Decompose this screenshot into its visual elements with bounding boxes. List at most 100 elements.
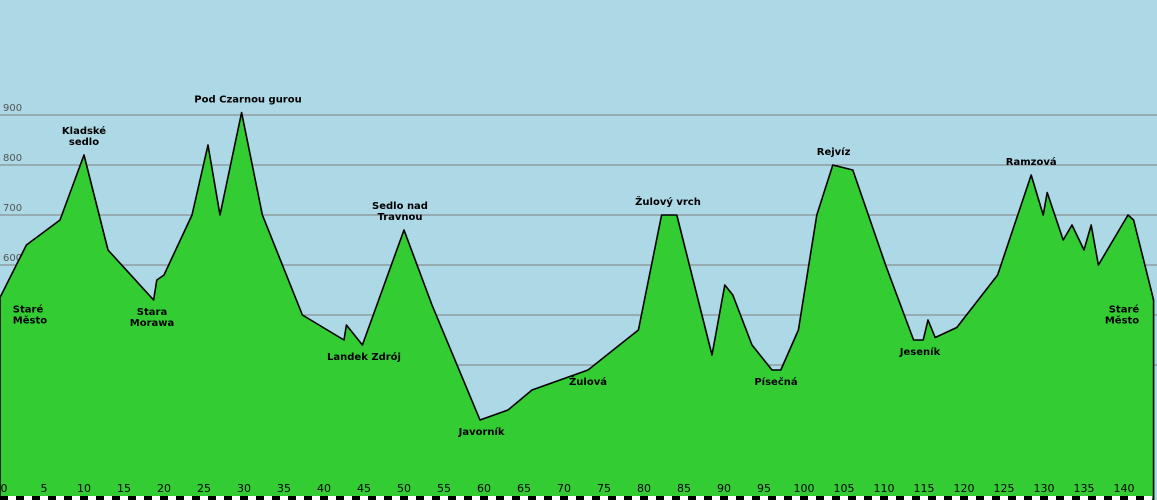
x-tick-label: 85 [677,482,691,495]
axis-ruler-segment [96,496,104,500]
place-label-line: Rejvíz [817,146,851,158]
axis-ruler-segment [576,496,584,500]
axis-ruler-segment [72,496,80,500]
axis-ruler-segment [832,496,840,500]
axis-ruler-segment [320,496,328,500]
axis-ruler-segment [352,496,360,500]
axis-ruler-segment [488,496,496,500]
axis-ruler-segment [224,496,232,500]
axis-ruler-segment [1064,496,1072,500]
axis-ruler-segment [856,496,864,500]
axis-ruler-segment [1048,496,1056,500]
place-label: Žulová [569,375,607,388]
axis-ruler-segment [792,496,800,500]
axis-ruler-segment [848,496,856,500]
x-tick-label: 15 [117,482,131,495]
axis-ruler-segment [128,496,136,500]
axis-ruler-segment [1120,496,1128,500]
x-tick-label: 0 [1,482,8,495]
place-label: Rejvíz [817,146,851,158]
axis-ruler-segment [1136,496,1144,500]
axis-ruler-segment [1008,496,1016,500]
axis-ruler-segment [952,496,960,500]
axis-ruler-segment [64,496,72,500]
place-label-line: Morawa [130,318,175,329]
axis-ruler-segment [664,496,672,500]
axis-ruler-segment [928,496,936,500]
place-label-line: Pod Czarnou gurou [194,95,301,106]
axis-ruler-segment [144,496,152,500]
axis-ruler-segment [808,496,816,500]
place-label: Žulový vrch [635,195,701,208]
axis-ruler-segment [328,496,336,500]
axis-ruler-segment [624,496,632,500]
axis-ruler-segment [504,496,512,500]
x-tick-label: 30 [237,482,251,495]
x-tick-label: 115 [914,482,935,495]
axis-ruler-segment [1072,496,1080,500]
axis-ruler-segment [304,496,312,500]
axis-ruler-segment [416,496,424,500]
axis-ruler-segment [672,496,680,500]
place-label: Kladské sedlo [62,125,106,148]
axis-ruler-segment [496,496,504,500]
x-tick-label: 105 [834,482,855,495]
axis-ruler-segment [456,496,464,500]
axis-ruler-segment [888,496,896,500]
axis-ruler-segment [408,496,416,500]
axis-ruler-segment [968,496,976,500]
x-tick-label: 120 [954,482,975,495]
axis-ruler-segment [824,496,832,500]
axis-ruler-segment [1032,496,1040,500]
axis-ruler-segment [784,496,792,500]
x-tick-label: 65 [517,482,531,495]
y-tick-label: 800 [3,153,22,164]
axis-ruler-segment [1128,496,1136,500]
x-tick-label: 80 [637,482,651,495]
place-label: Jeseník [899,346,941,358]
axis-ruler-segment [680,496,688,500]
axis-ruler-segment [272,496,280,500]
place-label-line: Ramzová [1006,156,1057,168]
axis-ruler-segment [160,496,168,500]
axis-ruler-segment [440,496,448,500]
place-label-line: Javorník [458,426,505,438]
axis-ruler-segment [8,496,16,500]
axis-ruler-segment [264,496,272,500]
axis-ruler-segment [232,496,240,500]
axis-ruler-segment [1024,496,1032,500]
place-label-line: Žulová [569,375,607,388]
axis-ruler-segment [392,496,400,500]
y-tick-label: 900 [3,103,22,114]
x-tick-label: 135 [1074,482,1095,495]
place-label-line: Stara [137,307,167,318]
axis-ruler-segment [312,496,320,500]
axis-ruler-segment [944,496,952,500]
axis-ruler-segment [168,496,176,500]
place-label-line: Travnou [377,212,422,223]
axis-ruler-segment [592,496,600,500]
axis-ruler-segment [920,496,928,500]
x-tick-label: 110 [874,482,895,495]
axis-ruler-segment [88,496,96,500]
axis-ruler-segment [360,496,368,500]
place-label-line: Jeseník [899,346,941,358]
axis-ruler-segment [0,496,8,500]
axis-ruler-segment [56,496,64,500]
place-label: Javorník [458,426,505,438]
axis-ruler-segment [640,496,648,500]
axis-ruler-segment [688,496,696,500]
axis-ruler-segment [528,496,536,500]
elevation-area [0,111,1155,500]
axis-ruler-segment [192,496,200,500]
axis-ruler-segment [104,496,112,500]
axis-ruler-segment [560,496,568,500]
x-tick-label: 70 [557,482,571,495]
axis-ruler-segment [768,496,776,500]
axis-ruler-segment [376,496,384,500]
place-label-line: Město [13,315,47,327]
axis-ruler-segment [240,496,248,500]
place-label-line: Staré [13,304,44,316]
place-labels: Staré Město Kladské sedlo Stara Morawa Pod Cza… [13,95,1140,439]
axis-ruler-segment [152,496,160,500]
